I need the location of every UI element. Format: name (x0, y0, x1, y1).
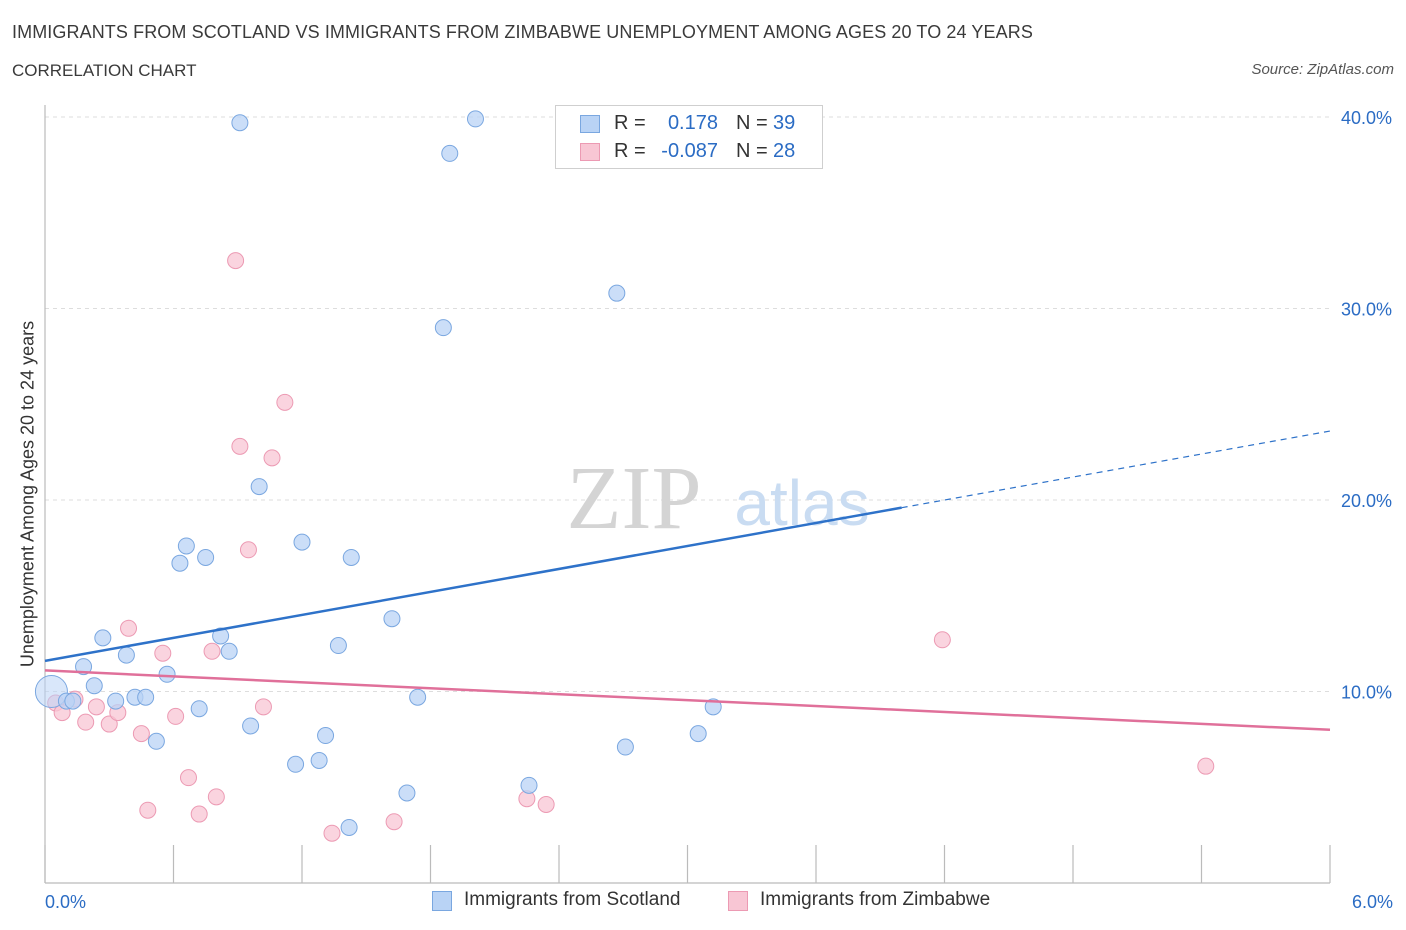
scotland-point (441, 144, 459, 162)
zimbabwe-point (167, 707, 185, 725)
y-tick-label: 20.0% (1341, 491, 1392, 511)
chart-subtitle: CORRELATION CHART (12, 61, 197, 80)
scotland-point (190, 700, 208, 718)
scotland-point (466, 110, 484, 128)
zimbabwe-point (323, 824, 341, 842)
scotland-point (704, 698, 722, 716)
zimbabwe-point (154, 644, 172, 662)
watermark-atlas: atlas (734, 467, 869, 539)
scotland-trend-line (44, 506, 902, 663)
zimbabwe-point (276, 393, 294, 411)
legend-n-label: N = (736, 112, 768, 134)
zimbabwe-point (87, 698, 105, 716)
y-tick-label: 10.0% (1341, 683, 1392, 703)
scotland-point (342, 548, 360, 566)
zimbabwe-point (207, 788, 225, 806)
scotland-point (520, 776, 538, 794)
legend-swatch-zimbabwe (580, 143, 600, 161)
zimbabwe-point (132, 725, 150, 743)
scotland-point (197, 548, 215, 566)
zimbabwe-point (203, 642, 221, 660)
x-tick-label-min: 0.0% (45, 892, 86, 912)
watermark-zip: ZIP (567, 449, 702, 548)
source-note: Source: ZipAtlas.com (1251, 61, 1394, 78)
scotland-point (398, 784, 416, 802)
legend-n-value-zimbabwe: 28 (773, 140, 796, 162)
scotland-point (231, 114, 249, 132)
zimbabwe-points (47, 252, 1215, 842)
scotland-point (317, 727, 335, 745)
zimbabwe-point (933, 631, 951, 649)
scotland-point (434, 319, 452, 337)
zimbabwe-point (263, 449, 281, 467)
chart-title: IMMIGRANTS FROM SCOTLAND VS IMMIGRANTS F… (12, 22, 1033, 42)
scotland-point (117, 646, 135, 664)
bottom-legend-swatch-zimbabwe (728, 891, 748, 911)
legend-r-value-zimbabwe: -0.087 (661, 140, 718, 162)
scotland-point (616, 738, 634, 756)
trend-lines (44, 430, 1331, 732)
zimbabwe-point (1197, 757, 1215, 775)
legend-r-value-scotland: 0.178 (667, 112, 718, 134)
legend-r-label: R = (614, 140, 646, 162)
zimbabwe-point (120, 619, 138, 637)
legend-n-value-scotland: 39 (773, 112, 796, 134)
scotland-point (608, 284, 626, 302)
zimbabwe-point (77, 713, 95, 731)
scotland-points (34, 110, 722, 836)
scotland-point (177, 537, 195, 555)
scotland-point (329, 637, 347, 655)
scotland-point (171, 554, 189, 572)
y-tick-label: 30.0% (1341, 300, 1392, 320)
scotland-point (340, 818, 358, 836)
legend-swatch-scotland (580, 115, 600, 133)
zimbabwe-point (254, 698, 272, 716)
scotland-point (158, 665, 176, 683)
bottom-legend-swatch-scotland (432, 891, 452, 911)
zimbabwe-point (537, 795, 555, 813)
zimbabwe-point (231, 437, 249, 455)
zimbabwe-point (139, 801, 157, 819)
zimbabwe-point (179, 769, 197, 787)
scotland-point (212, 627, 230, 645)
x-tick-label-max: 6.0% (1352, 892, 1393, 912)
scotland-point (85, 677, 103, 695)
scotland-point (250, 478, 268, 496)
axes (44, 105, 1331, 884)
bottom-legend-label-zimbabwe: Immigrants from Zimbabwe (760, 889, 991, 910)
bottom-legend-label-scotland: Immigrants from Scotland (464, 889, 681, 910)
scotland-point (75, 658, 93, 676)
scotland-point (220, 642, 238, 660)
zimbabwe-point (100, 715, 118, 733)
scotland-point (689, 725, 707, 743)
scotland-point (107, 692, 125, 710)
zimbabwe-trend-line (44, 669, 1331, 732)
legend-r-label: R = (614, 112, 646, 134)
y-tick-label: 40.0% (1341, 108, 1392, 128)
scotland-point (310, 751, 328, 769)
scotland-point (287, 755, 305, 773)
scotland-point (293, 533, 311, 551)
scotland-point (64, 692, 82, 710)
scotland-point (383, 610, 401, 628)
scotland-point (409, 688, 427, 706)
scotland-point (137, 688, 155, 706)
tick-labels: 10.0% 20.0% 30.0% 40.0% 0.0% 6.0% (45, 108, 1393, 912)
zimbabwe-point (385, 813, 403, 831)
legend-n-label: N = (736, 140, 768, 162)
scotland-point (147, 732, 165, 750)
zimbabwe-point (227, 252, 245, 270)
zimbabwe-point (190, 805, 208, 823)
zimbabwe-point (239, 541, 257, 559)
scotland-point (94, 629, 112, 647)
scotland-trend-extension (901, 430, 1331, 509)
y-axis-label: Unemployment Among Ages 20 to 24 years (17, 320, 38, 668)
scotland-point (242, 717, 260, 735)
grid-lines (45, 116, 1330, 692)
correlation-legend: R = 0.178 N = 39 R = -0.087 N = 28 (555, 105, 823, 169)
